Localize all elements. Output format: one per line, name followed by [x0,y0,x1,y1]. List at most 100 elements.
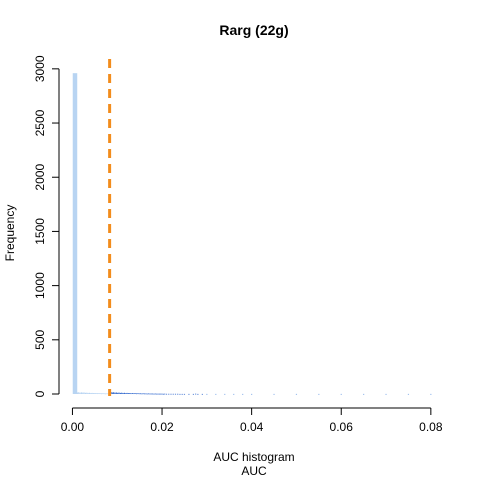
histogram-bar [162,393,164,395]
histogram-bar [195,393,197,395]
x-tick-label: 0.06 [330,420,354,434]
histogram-bar [106,393,108,395]
histogram-bar [295,393,298,395]
histogram-bar [87,392,89,394]
histogram-bar [172,393,174,395]
histogram-bar [164,393,166,395]
chart-title: Rarg (22g) [219,22,288,38]
histogram-bar [82,392,84,394]
histogram-bar [215,393,217,395]
histogram-bar [111,392,113,394]
histogram-bar [157,393,159,395]
histogram-bar [123,392,126,394]
histogram-bar [115,392,117,394]
x-tick-label: 0.08 [419,420,443,434]
x-tick-label: 0.02 [150,420,174,434]
histogram-bar [131,393,134,394]
histogram-bar [74,392,76,394]
histogram-bar [385,393,387,395]
histogram-bars [72,73,432,395]
histogram-bar [118,392,120,394]
histogram-bar [86,392,88,394]
histogram-bar [340,393,342,395]
histogram-bar [138,393,140,395]
histogram-bar [75,392,77,394]
histogram-bar [98,393,100,394]
histogram-bar [158,393,160,395]
y-axis-label: Frequency [3,205,17,262]
histogram-bar [201,393,203,395]
histogram-bar [94,393,96,394]
histogram-bar [141,393,143,395]
histogram-bar [181,393,183,395]
histogram-bar [119,392,121,394]
histogram-bar [84,392,87,394]
histogram-bar [126,392,128,394]
histogram-bar [179,393,181,395]
histogram-bar [177,393,179,395]
histogram-bar [407,393,410,395]
histogram-bar [192,393,194,395]
histogram-bar [242,393,244,395]
histogram-bar [148,393,150,395]
histogram-bar [145,393,147,395]
histogram-bar [251,393,253,395]
histogram-bar [92,393,95,394]
y-tick-label: 1000 [33,272,47,299]
histogram-bar [83,392,85,394]
histogram-bar [168,393,170,395]
histogram-bar [363,393,365,395]
histogram-bar [78,392,80,394]
histogram-bar [233,393,235,395]
y-tick-label: 3000 [33,55,47,82]
histogram-bar [146,393,148,395]
x-axis: 0.00 0.02 0.04 0.06 0.08 [61,407,443,434]
histogram-bar [113,392,115,394]
histogram-bar [197,393,199,395]
y-tick-label: 2500 [33,109,47,136]
histogram-bar [130,393,132,395]
histogram-bar [161,393,163,395]
histogram-bar [121,392,123,394]
histogram-bar [150,393,152,395]
histogram-bar [76,392,78,394]
histogram-bar [129,393,131,394]
histogram-bar [153,393,155,395]
histogram-bar [135,393,138,395]
histogram-bar [183,393,186,395]
histogram-bar [127,393,130,394]
y-tick-label: 500 [33,329,47,349]
histogram-bar [156,393,158,395]
histogram-bar [102,393,104,395]
histogram-bar [125,393,127,394]
x-tick-label: 0.00 [61,420,85,434]
x-tick-label: 0.04 [240,420,264,434]
histogram-bar [134,393,136,394]
histogram-bar [142,393,144,395]
histogram-bar [114,392,116,394]
histogram-bar [143,393,146,395]
histogram-bar [99,393,101,395]
histogram-bar [79,392,81,394]
histogram-bar [165,393,168,395]
x-axis-label: AUC histogram [213,450,294,464]
histogram-bar [133,393,135,395]
histogram-bar [117,392,119,394]
y-tick-label: 2000 [33,164,47,191]
histogram-bar [152,393,154,395]
histogram-bar [174,393,177,395]
histogram-bar [91,392,93,394]
histogram-bar [137,393,139,395]
y-tick-label: 0 [33,390,47,397]
histogram-bar [72,73,78,394]
histogram-bar [122,393,124,394]
histogram-bar [154,393,156,395]
histogram-bar [170,393,172,395]
histogram-bar [149,393,151,395]
histogram-bar [100,393,103,395]
histogram-bar [95,393,97,394]
y-tick-label: 1500 [33,218,47,245]
histogram-bar [160,393,162,395]
histogram-bar [96,393,99,395]
